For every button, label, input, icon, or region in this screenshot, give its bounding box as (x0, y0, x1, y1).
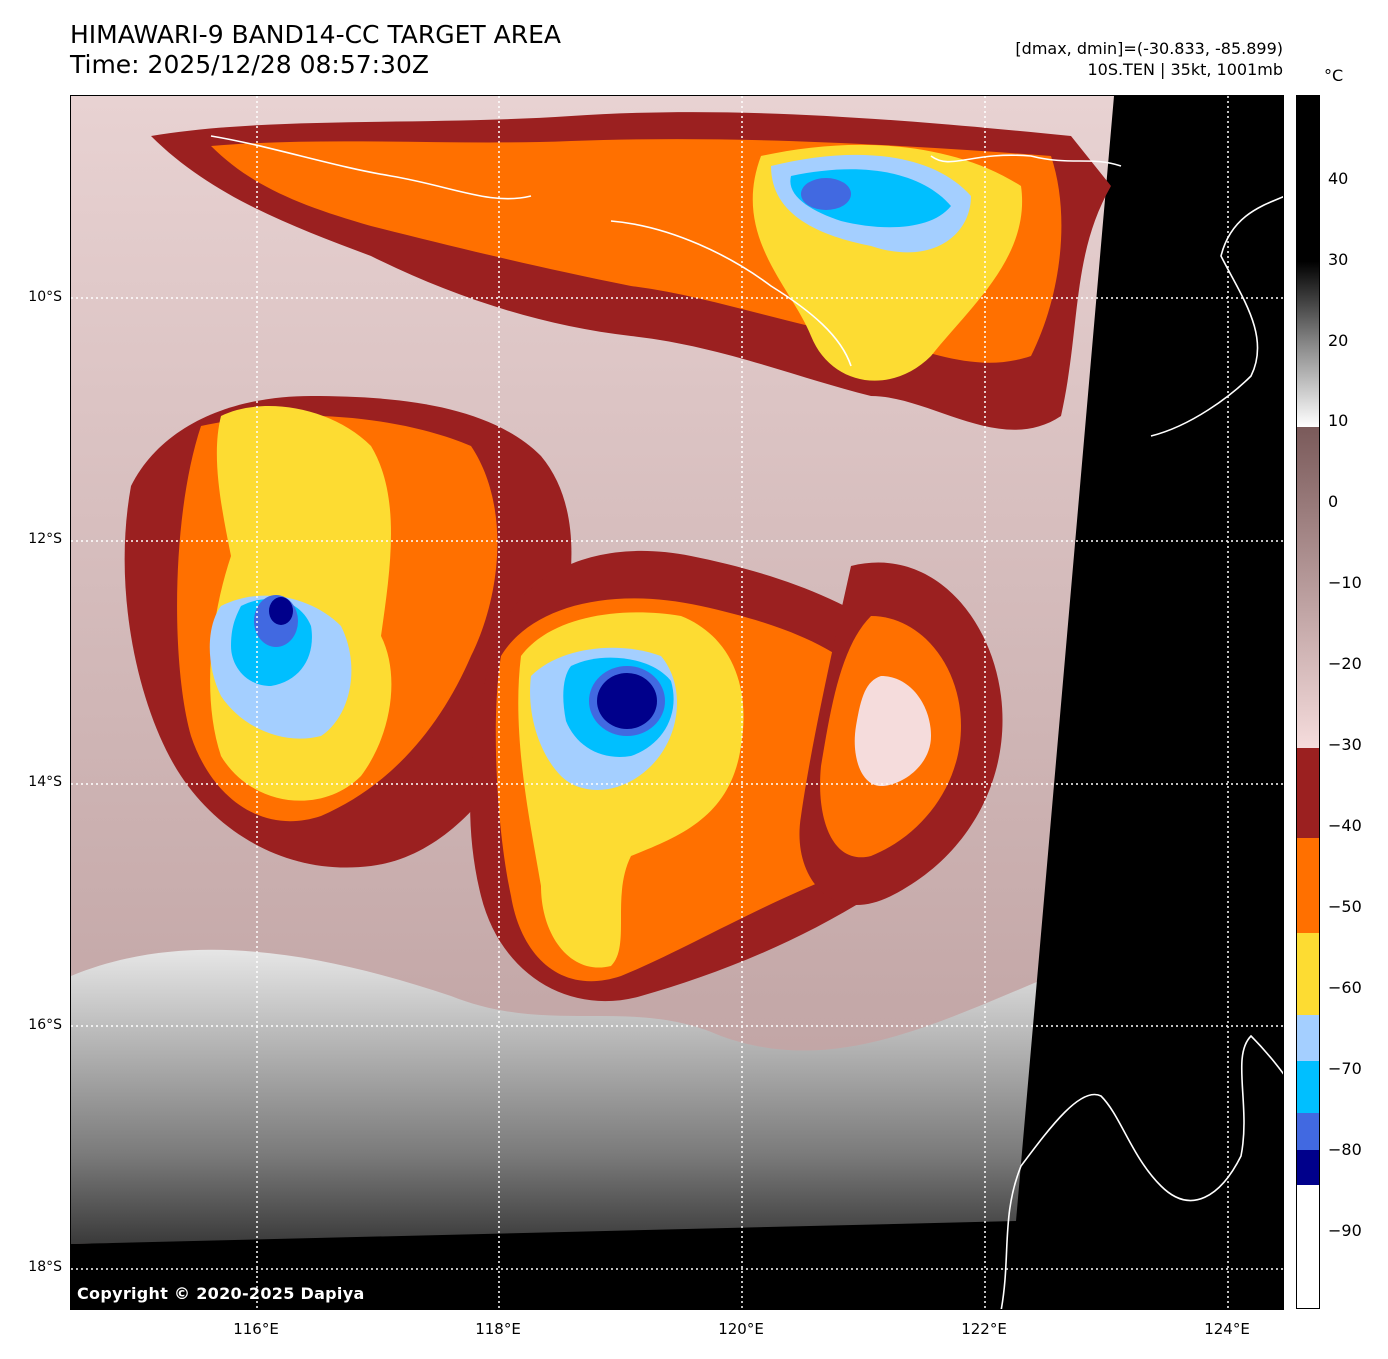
colorbar-seg-yellow (1297, 933, 1319, 1015)
coastline-sumba (610, 220, 852, 367)
coastline-north-island (930, 154, 1122, 167)
colorbar-seg-navy (1297, 1150, 1319, 1185)
cb-tick-0: 0 (1328, 492, 1339, 511)
east-arm-clear (854, 676, 931, 786)
colorbar-graphic (1297, 96, 1319, 1308)
storm-core (597, 673, 657, 729)
map-imagery (71, 96, 1283, 1309)
north-band-core (801, 178, 851, 210)
colorbar-seg-warm (1297, 96, 1319, 427)
lat-label-16s: 16°S (28, 1017, 62, 1033)
lat-label-12s: 12°S (28, 531, 62, 547)
cb-tick-m70: −70 (1328, 1059, 1362, 1078)
cb-tick-m90: −90 (1328, 1221, 1362, 1240)
info-line-2: 10S.TEN | 35kt, 1001mb (1087, 60, 1283, 79)
info-block: [dmax, dmin]=(-30.833, -85.899) 10S.TEN … (1015, 38, 1283, 80)
colorbar-seg-lightblue (1297, 1015, 1319, 1061)
lat-label-10s: 10°S (28, 289, 62, 305)
title-line-2: Time: 2025/12/28 08:57:30Z (70, 50, 429, 79)
title-line-1: HIMAWARI-9 BAND14-CC TARGET AREA (70, 20, 562, 49)
cb-tick-m30: −30 (1328, 735, 1362, 754)
cb-tick-m50: −50 (1328, 897, 1362, 916)
colorbar-seg-blue (1297, 1113, 1319, 1150)
coastline-timor (1150, 195, 1283, 437)
coastline-australia (1000, 1034, 1283, 1309)
cb-tick-m80: −80 (1328, 1140, 1362, 1159)
cb-tick-20: 20 (1328, 331, 1349, 350)
southern-clear-air (71, 949, 1051, 1244)
cb-tick-m60: −60 (1328, 978, 1362, 997)
cb-tick-m10: −10 (1328, 573, 1362, 592)
chart-title: HIMAWARI-9 BAND14-CC TARGET AREA Time: 2… (70, 20, 561, 80)
cb-tick-m20: −20 (1328, 654, 1362, 673)
colorbar-seg-white (1297, 1185, 1319, 1308)
west-cluster-core (269, 597, 293, 625)
coastlines (210, 135, 1283, 1309)
lon-label-122e: 122°E (961, 1320, 1007, 1338)
cb-tick-m40: −40 (1328, 816, 1362, 835)
coastline-sumbawa (210, 135, 532, 200)
cb-tick-30: 30 (1328, 250, 1349, 269)
cb-tick-10: 10 (1328, 411, 1349, 430)
colorbar-seg-cyan (1297, 1061, 1319, 1113)
lon-label-120e: 120°E (718, 1320, 764, 1338)
colorbar-unit: °C (1324, 66, 1344, 85)
satellite-map: Copyright © 2020-2025 Dapiya (70, 95, 1284, 1310)
graticule (71, 96, 1283, 1309)
copyright-text: Copyright © 2020-2025 Dapiya (77, 1284, 365, 1303)
lat-label-14s: 14°S (28, 774, 62, 790)
lon-label-116e: 116°E (233, 1320, 279, 1338)
lon-label-118e: 118°E (475, 1320, 521, 1338)
colorbar-seg-red (1297, 748, 1319, 838)
lat-label-18s: 18°S (28, 1259, 62, 1275)
colorbar-seg-mid (1297, 427, 1319, 748)
info-line-1: [dmax, dmin]=(-30.833, -85.899) (1015, 39, 1283, 58)
colorbar (1296, 95, 1320, 1309)
lon-label-124e: 124°E (1204, 1320, 1250, 1338)
colorbar-seg-orange (1297, 838, 1319, 933)
cb-tick-40: 40 (1328, 169, 1349, 188)
